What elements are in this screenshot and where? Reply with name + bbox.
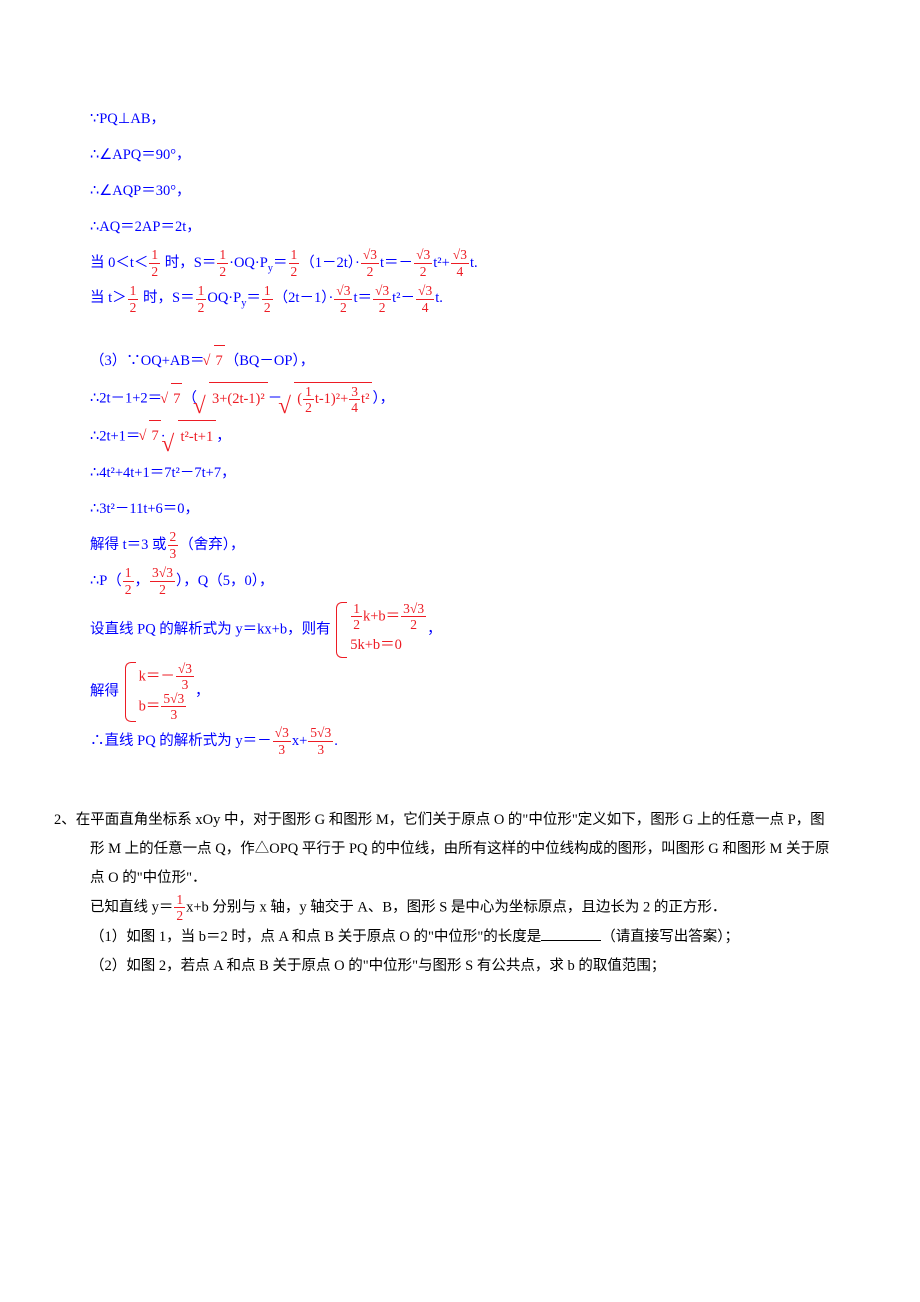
frac-root3-over-2: √32 xyxy=(373,284,391,314)
frac-2-3: 23 xyxy=(168,530,179,560)
step-line: ∴4t²+4t+1＝7t²－7t+7， xyxy=(90,458,830,490)
frac-3root3-2: 3√32 xyxy=(401,602,426,632)
text: t＝ xyxy=(353,290,372,306)
step-line: ∴∠APQ＝90°， xyxy=(90,140,830,172)
big-sqrt-3: t²-t+1 xyxy=(166,420,217,454)
problem-number: 2、 xyxy=(54,812,76,828)
step-line-system-2: 解得 k＝－√33 b＝5√33 ， xyxy=(90,662,830,722)
frac-3-4: 34 xyxy=(349,385,360,415)
text: t²+ xyxy=(433,255,450,271)
text: 已知直线 y＝ xyxy=(90,899,173,915)
text: OQ·P xyxy=(207,290,241,306)
text: t. xyxy=(470,255,478,271)
frac-half: 12 xyxy=(196,284,207,314)
text: （舍弃）， xyxy=(179,537,244,553)
text: t＝－ xyxy=(380,255,413,271)
solution-block-3: （3）∵OQ+AB＝7（BQ－OP）， ∴2t－1+2＝7（3+(2t-1)²－… xyxy=(90,345,830,757)
frac-root3-over-2: √32 xyxy=(334,284,352,314)
text: ∴2t－1+2＝ xyxy=(90,391,162,407)
text: （BQ－OP）， xyxy=(225,353,314,369)
step-line: ∵PQ⊥AB， xyxy=(90,104,830,136)
answer-blank[interactable] xyxy=(541,926,601,941)
frac-root3-3: √33 xyxy=(273,726,291,756)
text: 解得 t＝3 或 xyxy=(90,537,167,553)
text: ， xyxy=(195,683,210,699)
text: 当 0＜t＜ xyxy=(90,255,148,271)
text: 时，S＝ xyxy=(139,290,194,306)
sqrt-7: 7 xyxy=(205,345,225,378)
step-line-system-1: 设直线 PQ 的解析式为 y＝kx+b，则有 12k+b＝3√32 5k+b＝0… xyxy=(90,602,830,658)
text: ， xyxy=(427,621,442,637)
frac-half: 12 xyxy=(351,602,362,632)
text: ∴2t+1＝ xyxy=(90,428,140,444)
frac-half: 12 xyxy=(289,248,300,278)
frac-5root3-3: 5√33 xyxy=(308,726,333,756)
frac-half: 12 xyxy=(174,893,185,923)
sqrt-7: 7 xyxy=(140,420,160,453)
frac-root3-over-4: √34 xyxy=(451,248,469,278)
problem-text: 在平面直角坐标系 xOy 中，对于图形 G 和图形 M，它们关于原点 O 的"中… xyxy=(76,812,830,886)
frac-half: 12 xyxy=(128,284,139,314)
text: （1）如图 1，当 b＝2 时，点 A 和点 B 关于原点 O 的"中位形"的长… xyxy=(90,929,541,945)
frac-root3-over-2: √32 xyxy=(361,248,379,278)
frac-5root3-3: 5√33 xyxy=(161,692,186,722)
step-line-piecewise-2: 当 t＞12 时，S＝12OQ·Py＝12（2t－1）·√32t＝√32t²－√… xyxy=(90,283,830,315)
problem-given: 已知直线 y＝12x+b 分别与 x 轴，y 轴交于 A、B，图形 S 是中心为… xyxy=(54,893,830,923)
text: ＝ xyxy=(246,290,261,306)
step-line: ∴AQ＝2AP＝2t， xyxy=(90,212,830,244)
frac-half: 12 xyxy=(123,566,134,596)
text: x+b 分别与 x 轴，y 轴交于 A、B，图形 S 是中心为坐标原点，且边长为… xyxy=(186,899,726,915)
step-line: ∴2t+1＝7·t²-t+1， xyxy=(90,420,830,454)
problem-sub-2: （2）如图 2，若点 A 和点 B 关于原点 O 的"中位形"与图形 S 有公共… xyxy=(54,952,830,981)
frac-half: 12 xyxy=(217,248,228,278)
frac-half: 12 xyxy=(262,284,273,314)
step-line: ∴2t－1+2＝7（3+(2t-1)²－(12t-1)²+34t²）， xyxy=(90,382,830,416)
text: ∴P（ xyxy=(90,573,122,589)
step-line: ∴∠AQP＝30°， xyxy=(90,176,830,208)
page-content: ∵PQ⊥AB， ∴∠APQ＝90°， ∴∠AQP＝30°， ∴AQ＝2AP＝2t… xyxy=(0,0,920,1302)
step-line: ∴3t²－11t+6＝0， xyxy=(90,494,830,526)
text: （1－2t）· xyxy=(300,255,360,271)
step-line: （3）∵OQ+AB＝7（BQ－OP）， xyxy=(90,345,830,378)
big-sqrt-2: (12t-1)²+34t² xyxy=(282,382,372,416)
text: ， xyxy=(216,428,231,444)
text: ）， xyxy=(372,391,394,407)
equation-system: k＝－√33 b＝5√33 xyxy=(123,662,195,722)
text: x+ xyxy=(292,733,307,749)
problem-2: 2、在平面直角坐标系 xOy 中，对于图形 G 和图形 M，它们关于原点 O 的… xyxy=(54,806,830,981)
text: （请直接写出答案）； xyxy=(601,929,739,945)
frac-3root3-2: 3√32 xyxy=(150,566,175,596)
text: （2t－1）· xyxy=(274,290,334,306)
text: t. xyxy=(435,290,443,306)
step-line: ∴P（12，3√32），Q（5，0）， xyxy=(90,566,830,598)
big-sqrt-1: 3+(2t-1)² xyxy=(197,382,268,416)
text: ·OQ·P xyxy=(229,255,268,271)
problem-sub-1: （1）如图 1，当 b＝2 时，点 A 和点 B 关于原点 O 的"中位形"的长… xyxy=(54,923,830,952)
text: 解得 xyxy=(90,683,119,699)
step-line-piecewise-1: 当 0＜t＜12 时，S＝12·OQ·Py＝12（1－2t）·√32t＝－√32… xyxy=(90,248,830,280)
text: （3）∵OQ+AB＝ xyxy=(90,353,205,369)
frac-half: 12 xyxy=(149,248,160,278)
frac-root3-over-2: √32 xyxy=(414,248,432,278)
frac-half: 12 xyxy=(303,385,314,415)
text: ），Q（5，0）， xyxy=(176,573,273,589)
text: ＝ xyxy=(273,255,288,271)
step-line: 解得 t＝3 或23（舍弃）， xyxy=(90,530,830,562)
text: ∴直线 PQ 的解析式为 y＝－ xyxy=(90,733,272,749)
solution-block-1: ∵PQ⊥AB， ∴∠APQ＝90°， ∴∠AQP＝30°， ∴AQ＝2AP＝2t… xyxy=(90,104,830,315)
text: ， xyxy=(135,573,150,589)
frac-root3-3: √33 xyxy=(176,662,194,692)
text: . xyxy=(334,733,338,749)
text: 设直线 PQ 的解析式为 y＝kx+b，则有 xyxy=(90,621,331,637)
sqrt-7: 7 xyxy=(162,383,182,416)
step-line-final: ∴直线 PQ 的解析式为 y＝－√33x+5√33. xyxy=(90,726,830,758)
problem-stem: 2、在平面直角坐标系 xOy 中，对于图形 G 和图形 M，它们关于原点 O 的… xyxy=(54,806,830,893)
text: t²－ xyxy=(392,290,415,306)
text: 时，S＝ xyxy=(161,255,216,271)
text: 当 t＞ xyxy=(90,290,127,306)
equation-system: 12k+b＝3√32 5k+b＝0 xyxy=(334,602,427,658)
frac-root3-over-4: √34 xyxy=(416,284,434,314)
